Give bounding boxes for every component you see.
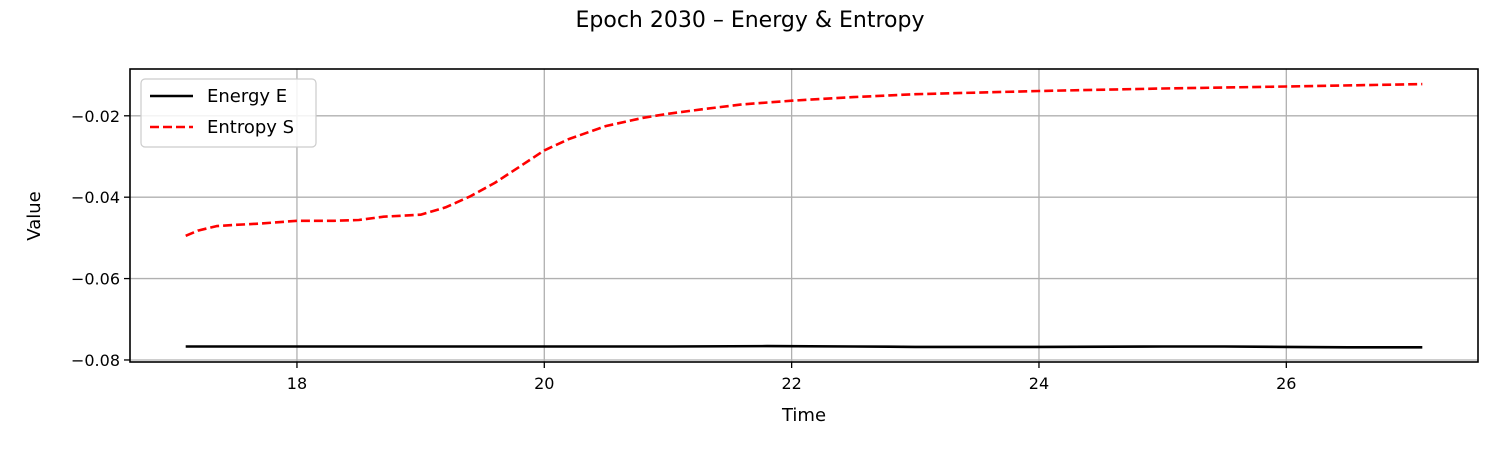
- y-tick-label: −0.08: [71, 351, 120, 370]
- y-axis-label: Value: [24, 191, 45, 240]
- x-tick-label: 22: [781, 374, 801, 393]
- chart-title: Epoch 2030 – Energy & Entropy: [576, 8, 925, 33]
- x-tick-label: 24: [1029, 374, 1049, 393]
- series-layer: [185, 82, 1423, 349]
- legend: Energy E Entropy S: [140, 78, 317, 148]
- y-tick-label: −0.04: [71, 188, 120, 207]
- legend-label-entropy: Entropy S: [207, 117, 294, 138]
- y-tick-label: −0.06: [71, 270, 120, 289]
- x-tick-label: 20: [534, 374, 554, 393]
- x-axis-label: Time: [781, 405, 826, 426]
- x-tick-label: 18: [287, 374, 307, 393]
- series-line-energy-e: [185, 344, 1423, 349]
- plot-frame: [129, 68, 1479, 363]
- ticks: 18 20 22 24 26 −0.08 −0.06 −0.04 −0.02: [71, 107, 1297, 393]
- series-line-entropy-s: [185, 82, 1423, 237]
- y-tick-label: −0.02: [71, 107, 120, 126]
- legend-label-energy: Energy E: [207, 86, 287, 107]
- grid: [130, 69, 1478, 362]
- x-tick-label: 26: [1276, 374, 1296, 393]
